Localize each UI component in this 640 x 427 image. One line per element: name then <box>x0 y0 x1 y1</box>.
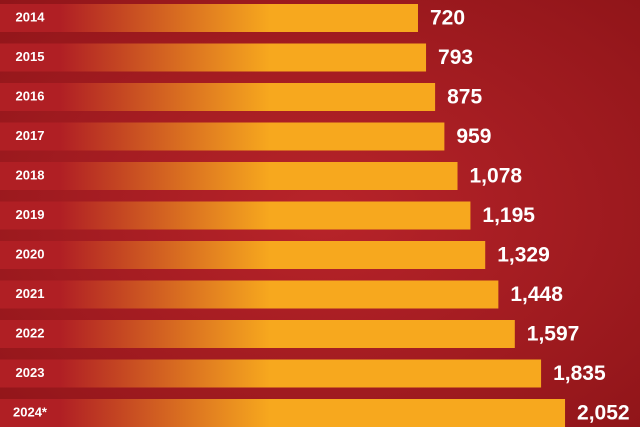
bar-group <box>0 359 542 388</box>
bar-fade <box>0 241 270 269</box>
bar-group <box>0 201 471 230</box>
bar-group <box>0 320 515 348</box>
bar-group <box>0 162 458 190</box>
value-label: 720 <box>430 7 465 30</box>
category-label: 2019 <box>16 207 45 222</box>
bar-fade <box>0 280 270 309</box>
bar-fade <box>0 320 270 348</box>
bar-fade <box>0 122 270 151</box>
value-label: 1,078 <box>470 165 523 188</box>
category-label: 2014 <box>16 9 46 24</box>
bar-fade <box>0 43 270 72</box>
category-label: 2023 <box>16 365 45 380</box>
value-label: 875 <box>447 86 482 109</box>
value-label: 1,597 <box>527 323 580 346</box>
value-label: 1,448 <box>510 283 563 306</box>
bar-group <box>0 43 427 72</box>
value-label: 793 <box>438 46 473 69</box>
bar-fade <box>0 4 270 32</box>
category-label: 2024* <box>13 404 48 419</box>
category-label: 2016 <box>16 88 45 103</box>
category-label: 2015 <box>16 49 45 64</box>
category-label: 2022 <box>16 325 45 340</box>
value-label: 1,835 <box>553 362 606 385</box>
bar-fade <box>0 162 270 190</box>
category-label: 2021 <box>16 286 45 301</box>
category-label: 2020 <box>16 246 45 261</box>
bar-group <box>0 241 486 269</box>
bar-fade <box>0 399 270 427</box>
bar-group <box>0 280 499 309</box>
bar-fade <box>0 83 270 111</box>
category-label: 2017 <box>16 128 45 143</box>
value-label: 1,195 <box>482 204 535 227</box>
bar-group <box>0 83 436 111</box>
bar-group <box>0 122 445 151</box>
category-label: 2018 <box>16 167 45 182</box>
bar-group <box>0 399 566 427</box>
value-label: 959 <box>456 125 491 148</box>
value-label: 1,329 <box>497 244 550 267</box>
bar-group <box>0 4 418 32</box>
value-label: 2,052 <box>577 402 630 425</box>
bar-fade <box>0 359 270 388</box>
bar-fade <box>0 201 270 230</box>
